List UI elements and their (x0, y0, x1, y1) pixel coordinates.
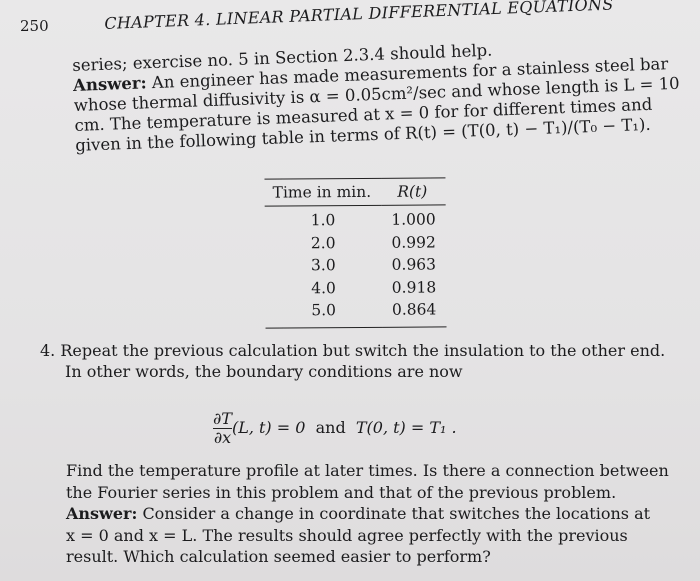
cell: 0.992 (391, 232, 436, 252)
problem-number: 4. (40, 341, 56, 360)
body-line: Find the temperature profile at later ti… (66, 461, 669, 480)
body-line: the Fourier series in this problem and t… (66, 482, 617, 502)
intro-paragraph: series; exercise no. 5 in Section 2.3.4 … (72, 34, 681, 156)
partial-derivative: ∂T ∂x (213, 410, 232, 447)
cell: 0.864 (381, 298, 447, 327)
answer-label: Answer: (72, 73, 147, 95)
table-row: 5.0 0.864 (265, 298, 447, 328)
cell: 0.918 (391, 277, 437, 297)
table-row: 2.0 0.992 (265, 231, 446, 255)
cell: 3.0 (310, 256, 336, 275)
column-header: Time in min. (264, 178, 382, 207)
problem-4-body: Find the temperature profile at later ti… (66, 460, 669, 568)
equation-right: T(0, t) = T₁ . (355, 418, 457, 437)
measurement-table: Time in min. R(t) 1.0 1.000 2.0 0.992 3.0 0… (264, 177, 447, 328)
table-row: 3.0 0.963 (265, 253, 446, 277)
chapter-heading: CHAPTER 4. LINEAR PARTIAL DIFFERENTIAL E… (104, 0, 614, 33)
problem-line: In other words, the boundary conditions … (65, 362, 463, 381)
problem-text: Repeat the previous calculation but swit… (60, 341, 666, 360)
cell: 4.0 (311, 278, 336, 297)
cell: 1.000 (391, 210, 436, 229)
equation-left: (L, t) = 0 (231, 418, 306, 437)
table-header: Time in min. R(t) (264, 177, 446, 207)
cell: 5.0 (265, 298, 383, 328)
table-row: 4.0 0.918 (265, 276, 446, 300)
cell: 1.0 (310, 211, 336, 230)
body-line: Answer: Consider a change in coordinate … (66, 503, 669, 525)
numerator: ∂T (213, 409, 232, 429)
body-line: x = 0 and x = L. The results should agre… (66, 525, 628, 545)
answer-label: Answer: (66, 504, 138, 523)
page-number: 250 (20, 17, 49, 35)
body-line-text: Consider a change in coordinate that swi… (142, 504, 651, 523)
problem-4-statement: 4. Repeat the previous calculation but s… (40, 340, 665, 382)
problem-line: 4. Repeat the previous calculation but s… (40, 340, 665, 361)
boundary-equation: ∂T ∂x (L, t) = 0 and T(0, t) = T₁ . (213, 410, 457, 447)
cell: 2.0 (310, 233, 336, 252)
column-header: R(t) (381, 177, 446, 206)
table-row: 1.0 1.000 (265, 205, 446, 232)
body-line: result. Which calculation seemed easier … (66, 547, 491, 566)
cell: 0.963 (391, 255, 437, 274)
equation-and: and (315, 418, 346, 437)
denominator: ∂x (213, 428, 232, 447)
